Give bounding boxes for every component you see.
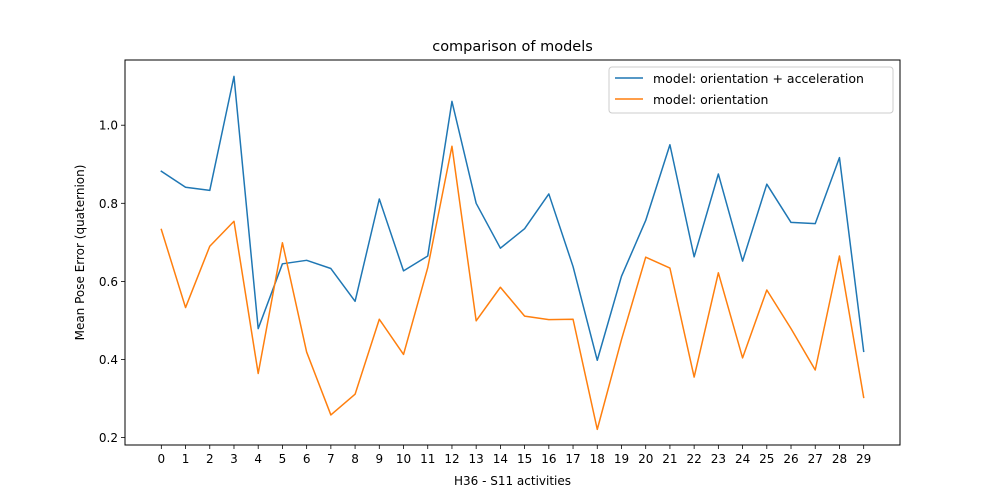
- plot-area-frame: [124, 59, 901, 446]
- x-tick-label: 25: [759, 452, 774, 466]
- x-tick-label: 3: [230, 452, 238, 466]
- x-tick-label: 28: [832, 452, 847, 466]
- series-line-1: [160, 145, 865, 431]
- x-tick-label: 9: [375, 452, 383, 466]
- x-tick-label: 22: [687, 452, 702, 466]
- x-tick-label: 12: [444, 452, 459, 466]
- series-line-0: [160, 75, 865, 362]
- x-tick-label: 21: [662, 452, 677, 466]
- x-tick-label: 20: [638, 452, 653, 466]
- y-axis-label: Mean Pose Error (quaternion): [73, 165, 87, 341]
- legend-label-orientation-acceleration: model: orientation + acceleration: [653, 71, 864, 86]
- x-tick-label: 26: [783, 452, 798, 466]
- x-tick-label: 24: [735, 452, 750, 466]
- y-axis-ticks: 0.2 0.4 0.6 0.8 1.0: [99, 119, 125, 445]
- legend-label-orientation: model: orientation: [653, 92, 769, 107]
- series-lines: [160, 75, 865, 431]
- y-tick-label: 0.8: [99, 197, 118, 211]
- x-tick-label: 16: [541, 452, 556, 466]
- x-tick-label: 15: [517, 452, 532, 466]
- x-tick-label: 0: [158, 452, 166, 466]
- x-tick-label: 29: [856, 452, 871, 466]
- legend: model: orientation + acceleration model:…: [608, 66, 894, 114]
- x-tick-label: 14: [493, 452, 508, 466]
- y-tick-label: 0.6: [99, 275, 118, 289]
- x-tick-label: 7: [327, 452, 335, 466]
- x-tick-label: 13: [469, 452, 484, 466]
- chart-title: comparison of models: [432, 39, 593, 55]
- y-tick-label: 1.0: [99, 119, 118, 133]
- x-tick-label: 1: [182, 452, 190, 466]
- legend-box: [608, 66, 894, 114]
- x-axis-label: H36 - S11 activities: [454, 474, 571, 488]
- x-tick-label: 23: [711, 452, 726, 466]
- x-tick-label: 2: [206, 452, 214, 466]
- x-tick-label: 4: [254, 452, 262, 466]
- y-tick-label: 0.4: [99, 353, 118, 367]
- x-axis-ticks: 0 1 2 3 4 5 6 7 8 9 10 11 12 13 14 15 16 17 18 19 20 21 22 23 24…: [158, 445, 871, 466]
- x-tick-label: 8: [351, 452, 359, 466]
- y-tick-label: 0.2: [99, 431, 118, 445]
- x-tick-label: 18: [590, 452, 605, 466]
- x-tick-label: 5: [279, 452, 287, 466]
- x-tick-label: 6: [303, 452, 311, 466]
- x-tick-label: 27: [808, 452, 823, 466]
- x-tick-label: 17: [565, 452, 580, 466]
- x-tick-label: 11: [420, 452, 435, 466]
- x-tick-label: 10: [396, 452, 411, 466]
- x-tick-label: 19: [614, 452, 629, 466]
